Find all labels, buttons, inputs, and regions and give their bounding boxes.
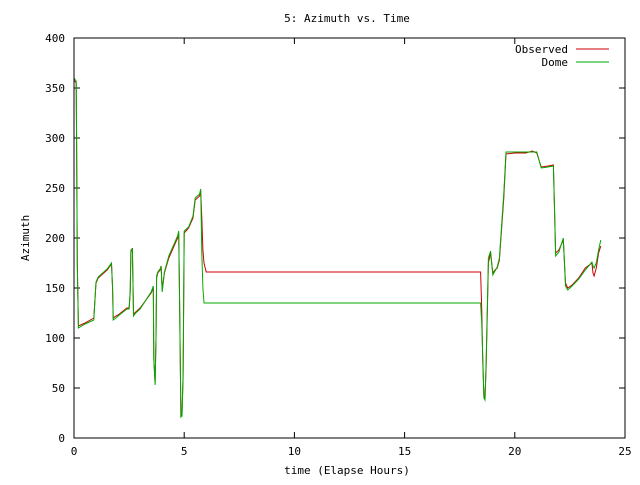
legend-label-observed: Observed xyxy=(515,43,568,56)
plot-frame xyxy=(73,37,626,439)
x-tick-label: 10 xyxy=(288,445,301,458)
x-tick-label: 20 xyxy=(508,445,521,458)
x-tick-label: 25 xyxy=(618,445,631,458)
y-tick-label: 250 xyxy=(45,182,65,195)
y-tick-label: 50 xyxy=(52,382,65,395)
x-axis-label: time (Elapse Hours) xyxy=(284,464,410,477)
y-tick-label: 350 xyxy=(45,82,65,95)
y-tick-label: 150 xyxy=(45,282,65,295)
series-layer xyxy=(73,77,602,419)
x-tick-label: 5 xyxy=(181,445,188,458)
y-tick-label: 400 xyxy=(45,32,65,45)
x-tick-label: 0 xyxy=(71,445,78,458)
y-tick-label: 300 xyxy=(45,132,65,145)
legend-label-dome: Dome xyxy=(542,56,569,69)
y-tick-label: 100 xyxy=(45,332,65,345)
y-tick-label: 200 xyxy=(45,232,65,245)
x-tick-label: 15 xyxy=(398,445,411,458)
y-axis-label: Azimuth xyxy=(19,215,32,261)
chart-title: 5: Azimuth vs. Time xyxy=(284,12,410,25)
y-tick-label: 0 xyxy=(58,432,65,445)
series-line-dome xyxy=(73,77,602,419)
